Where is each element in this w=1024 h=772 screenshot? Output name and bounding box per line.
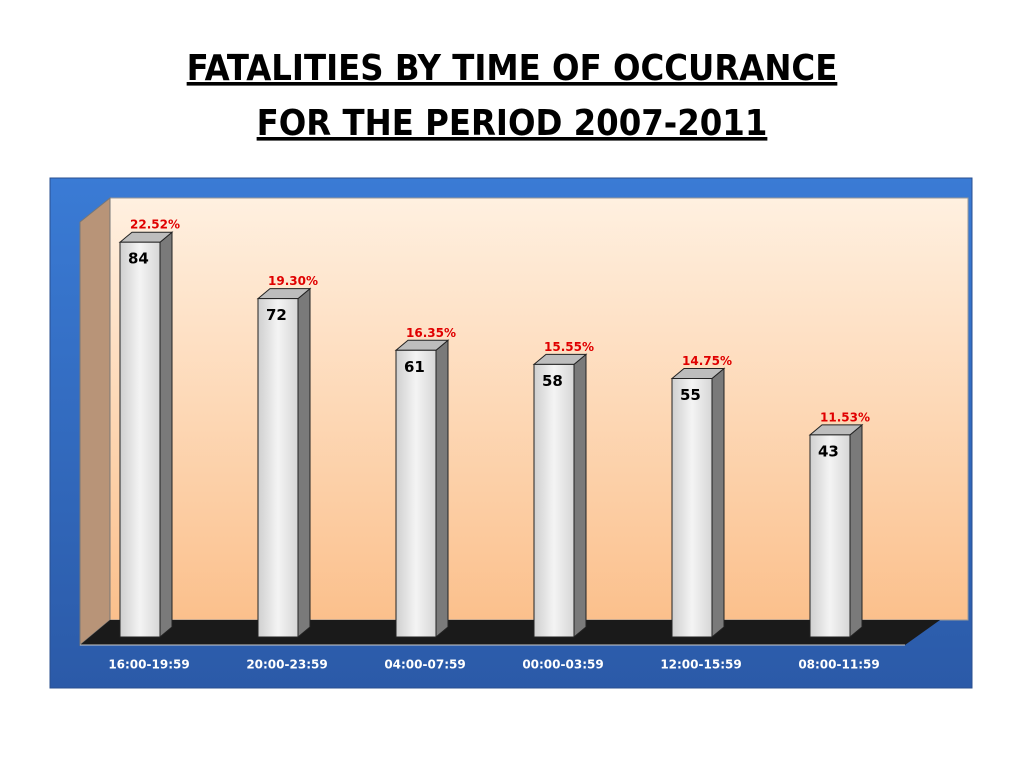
bar-side — [159, 231, 173, 639]
bar — [809, 434, 851, 638]
x-tick-label: 08:00-11:59 — [798, 658, 879, 672]
bar — [257, 298, 299, 638]
bar-side — [435, 339, 449, 639]
percent-label: 14.75% — [682, 354, 732, 368]
x-tick-label: 04:00-07:59 — [384, 658, 465, 672]
value-label: 61 — [404, 358, 425, 376]
x-tick-label: 12:00-15:59 — [660, 658, 741, 672]
value-label: 58 — [542, 372, 563, 390]
x-tick-label: 20:00-23:59 — [246, 658, 327, 672]
bar-side — [573, 353, 587, 639]
x-tick-label: 00:00-03:59 — [522, 658, 603, 672]
value-label: 55 — [680, 386, 701, 404]
bar — [395, 349, 437, 638]
bar — [119, 241, 161, 638]
chart-title: FATALITIES BY TIME OF OCCURANCE — [187, 48, 838, 89]
percent-label: 15.55% — [544, 340, 594, 354]
bar — [533, 363, 575, 638]
value-label: 43 — [818, 442, 839, 460]
bar — [671, 378, 713, 638]
value-label: 72 — [266, 306, 287, 324]
value-label: 84 — [128, 250, 149, 268]
bar-side — [849, 423, 863, 639]
percent-label: 22.52% — [130, 218, 180, 232]
bar-side — [297, 287, 311, 639]
x-tick-label: 16:00-19:59 — [108, 658, 189, 672]
percent-label: 19.30% — [268, 274, 318, 288]
percent-label: 11.53% — [820, 410, 870, 424]
side-wall — [79, 196, 111, 647]
percent-label: 16.35% — [406, 326, 456, 340]
bar-side — [711, 367, 725, 639]
chart-subtitle: FOR THE PERIOD 2007-2011 — [257, 103, 768, 144]
